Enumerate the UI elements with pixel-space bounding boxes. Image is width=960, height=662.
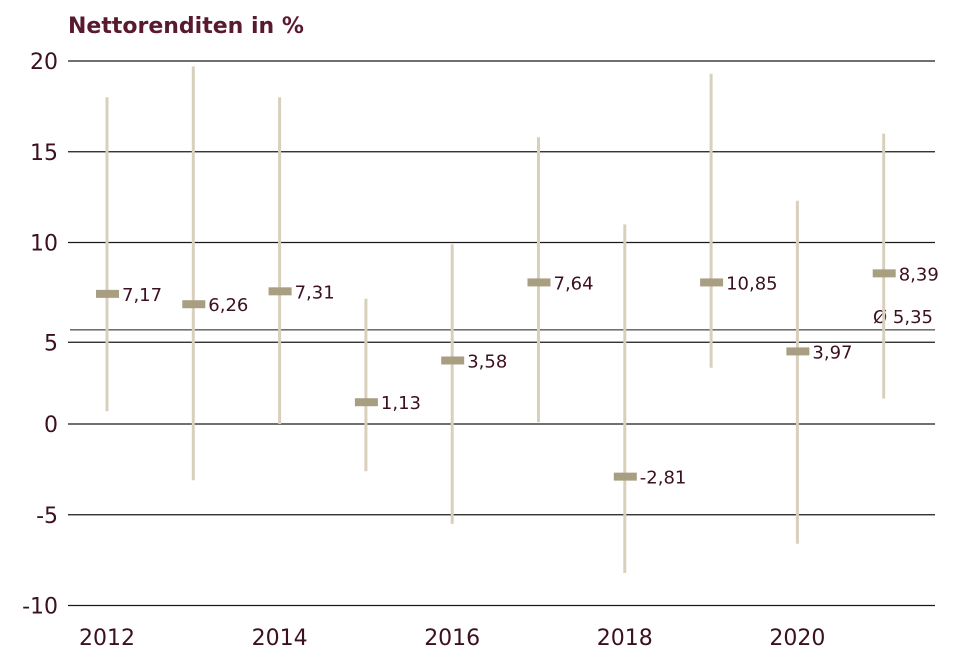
x-tick-label: 2020 [769,626,825,651]
data-label: 7,17 [122,285,162,306]
y-tick-label: -5 [36,504,58,529]
y-tick-label: 15 [30,141,58,166]
value-marker [182,300,206,309]
x-axis-ticks: 2012 2014 2016 2018 2020 [79,626,825,651]
value-marker [700,278,724,287]
value-marker [268,287,292,296]
x-tick-label: 2018 [597,626,653,651]
data-labels: 7,17 6,26 7,31 1,13 3,58 7,64 -2,81 10,85 3,97 8,… [122,264,939,488]
value-marker [441,356,465,365]
data-label: 1,13 [381,393,421,414]
data-label: 8,39 [899,264,939,285]
x-tick-label: 2014 [252,626,308,651]
y-axis-ticks: 20 15 10 5 0 -5 -10 [22,50,58,620]
range-lines [105,66,886,573]
value-marker [613,472,637,481]
y-tick-label: 20 [30,50,58,75]
data-label: 6,26 [208,295,248,316]
y-tick-label: -10 [22,595,58,620]
value-marker [872,269,896,278]
gridlines [68,60,935,607]
average-label: Ø 5,35 [873,307,933,328]
value-marker [96,289,119,298]
y-tick-label: 10 [30,232,58,257]
data-label: 3,58 [467,351,507,372]
data-label: 7,31 [295,282,335,303]
data-label: -2,81 [640,468,687,489]
data-label: 3,97 [812,342,852,363]
value-marker [354,398,378,407]
y-tick-label: 0 [44,413,58,438]
value-markers [96,269,896,481]
value-marker [527,278,551,287]
data-label: 7,64 [554,273,594,294]
y-tick-label: 5 [44,331,58,356]
value-marker [786,347,810,356]
chart-title: Nettorenditen in % [68,14,304,39]
data-label: 10,85 [726,273,778,294]
x-tick-label: 2016 [424,626,480,651]
average-line-group: Ø 5,35 [70,307,935,331]
x-tick-label: 2012 [79,626,135,651]
